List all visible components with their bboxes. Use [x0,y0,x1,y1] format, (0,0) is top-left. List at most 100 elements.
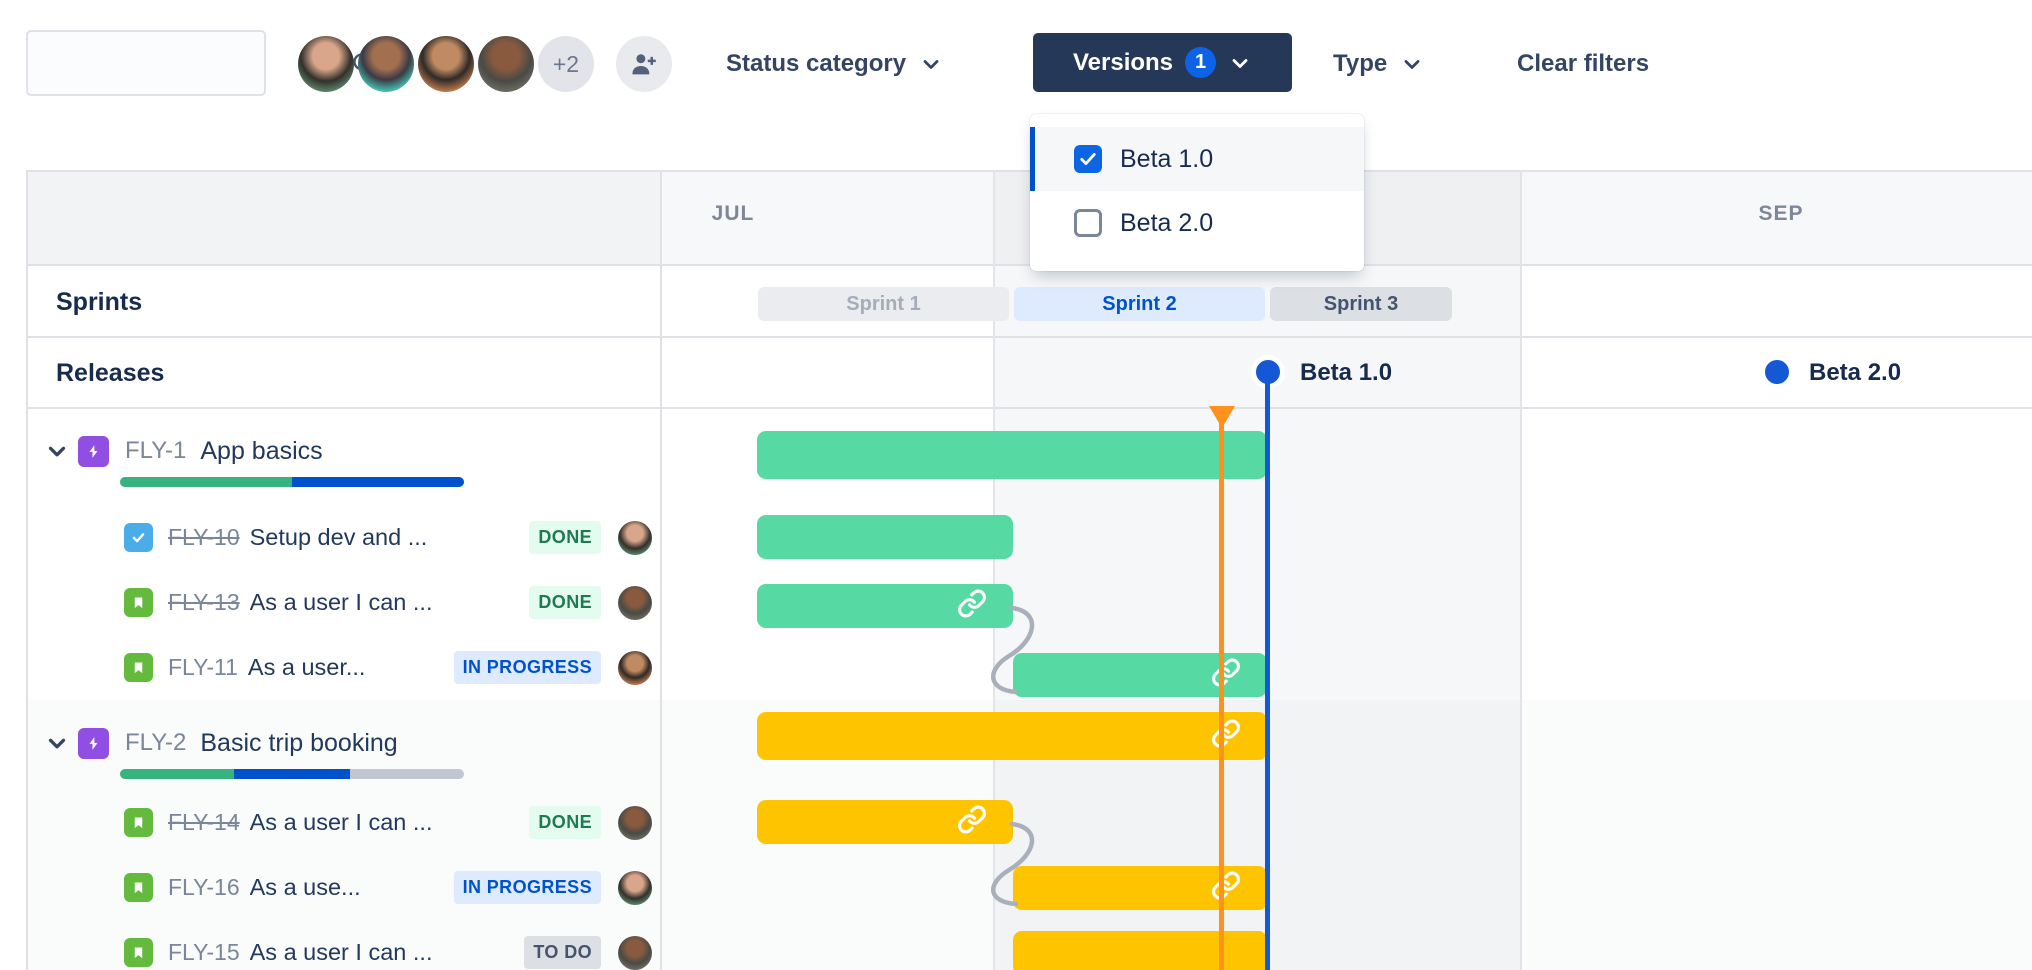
epic-row-fly-2[interactable]: FLY-2 Basic trip booking [42,722,398,764]
version-option-beta-2[interactable]: Beta 2.0 [1030,191,1364,255]
selected-accent-bar [1030,127,1035,191]
issue-row-fly-10[interactable]: FLY-10 Setup dev and ... DONE [124,505,652,570]
clear-filters-label: Clear filters [1517,50,1650,77]
avatar-3[interactable] [418,36,474,92]
status-badge: DONE [529,586,601,619]
sprints-row-label: Sprints [56,288,143,316]
type-label: Type [1333,50,1388,77]
search-input[interactable] [28,32,350,94]
assignee-avatar[interactable] [618,520,652,555]
clear-filters-button[interactable]: Clear filters [1517,34,1649,94]
grid-line-aug-sep [1520,170,1522,970]
add-people-button[interactable] [616,36,672,92]
issue-key: FLY-11 [168,654,238,680]
story-icon [124,808,153,837]
epic-key: FLY-1 [125,437,187,464]
gantt-bar-fly-11[interactable] [1013,653,1267,697]
checkbox-unchecked-icon[interactable] [1074,209,1102,237]
avatar-1[interactable] [298,36,354,92]
status-badge: TO DO [524,936,601,969]
assignee-avatar[interactable] [618,585,652,620]
versions-dropdown: Beta 1.0 Beta 2.0 [1030,114,1364,271]
issue-key: FLY-13 [168,589,240,615]
month-label-sep: SEP [1758,202,1804,225]
versions-filter[interactable]: Versions 1 [1033,33,1292,92]
today-line [1219,407,1224,970]
story-icon [124,873,153,902]
version-option-beta-1[interactable]: Beta 1.0 [1030,127,1364,191]
issue-key: FLY-16 [168,874,240,900]
versions-count-badge: 1 [1185,47,1217,78]
issue-row-fly-15[interactable]: FLY-15 As a user I can ... TO DO [124,920,652,970]
release-label-beta-1: Beta 1.0 [1300,359,1393,386]
issue-row-fly-14[interactable]: FLY-14 As a user I can ... DONE [124,790,652,855]
collapse-chevron-icon[interactable] [42,728,72,758]
table-left-border [26,170,28,970]
releases-row-label: Releases [56,359,165,387]
story-icon [124,938,153,967]
issue-summary: Setup dev and ... [249,524,428,550]
version-option-label: Beta 2.0 [1120,208,1214,237]
gantt-bar-fly-10[interactable] [757,515,1013,559]
avatar-overflow-badge[interactable]: +2 [538,36,594,92]
gantt-bar-fly-16[interactable] [1013,866,1267,910]
version-option-label: Beta 1.0 [1120,144,1214,173]
assignee-avatar[interactable] [618,935,652,970]
issue-summary: As a user I can ... [249,589,433,615]
today-marker-icon [1209,406,1235,428]
issue-key: FLY-15 [168,939,240,965]
gantt-bar-fly-14[interactable] [757,800,1013,844]
avatar-4[interactable] [478,36,534,92]
gantt-bar-fly-2[interactable] [757,712,1267,760]
issue-summary: As a use... [249,874,361,900]
status-category-label: Status category [726,50,907,77]
gantt-bar-fly-13[interactable] [757,584,1013,628]
epic-progress-bar-fly-2 [120,769,464,779]
issue-row-fly-13[interactable]: FLY-13 As a user I can ... DONE [124,570,652,635]
assignee-avatar[interactable] [618,805,652,840]
dependency-link-icon[interactable] [1211,871,1241,906]
dependency-link-icon[interactable] [957,589,987,624]
status-badge: IN PROGRESS [453,651,601,684]
task-icon [124,523,153,552]
timeline-header-left-cell [26,170,662,265]
versions-label: Versions [1072,48,1174,76]
collapse-chevron-icon[interactable] [42,436,72,466]
story-icon [124,588,153,617]
issue-key: FLY-14 [168,809,240,835]
search-box [26,30,375,96]
issue-key: FLY-10 [168,524,240,550]
sprints-bottom-border [26,336,2032,338]
sprint-pill-3: Sprint 3 [1270,287,1452,321]
dependency-link-icon[interactable] [1211,658,1241,693]
release-label-beta-2: Beta 2.0 [1809,359,1902,386]
checkbox-checked-icon[interactable] [1074,145,1102,173]
avatar-2[interactable] [358,36,414,92]
table-top-border [26,170,2032,172]
dependency-link-icon[interactable] [957,805,987,840]
gantt-bar-fly-15[interactable] [1013,931,1267,970]
status-badge: IN PROGRESS [453,871,601,904]
epic-row-fly-1[interactable]: FLY-1 App basics [42,430,323,472]
gantt-bar-fly-1[interactable] [757,431,1267,479]
epic-summary: App basics [200,436,323,465]
assignee-avatar[interactable] [618,870,652,905]
issue-row-fly-11[interactable]: FLY-11 As a user... IN PROGRESS [124,635,652,700]
issue-row-fly-16[interactable]: FLY-16 As a use... IN PROGRESS [124,855,652,920]
panel-divider [660,170,662,970]
type-filter[interactable]: Type [1333,34,1424,94]
epic-icon [78,435,109,467]
epic-icon [78,727,109,759]
release-marker-beta-2[interactable] [1760,355,1794,389]
sprint-pill-1: Sprint 1 [758,287,1009,321]
assignee-avatar[interactable] [618,650,652,685]
grid-line-jul-aug [993,170,995,970]
status-category-filter[interactable]: Status category [726,34,943,94]
dependency-link-icon[interactable] [1211,719,1241,754]
epic-summary: Basic trip booking [200,728,398,757]
issue-summary: As a user I can ... [249,939,433,965]
sprint-pill-2: Sprint 2 [1014,287,1265,321]
chevron-down-icon [923,60,939,69]
chevron-down-icon [1232,58,1248,68]
